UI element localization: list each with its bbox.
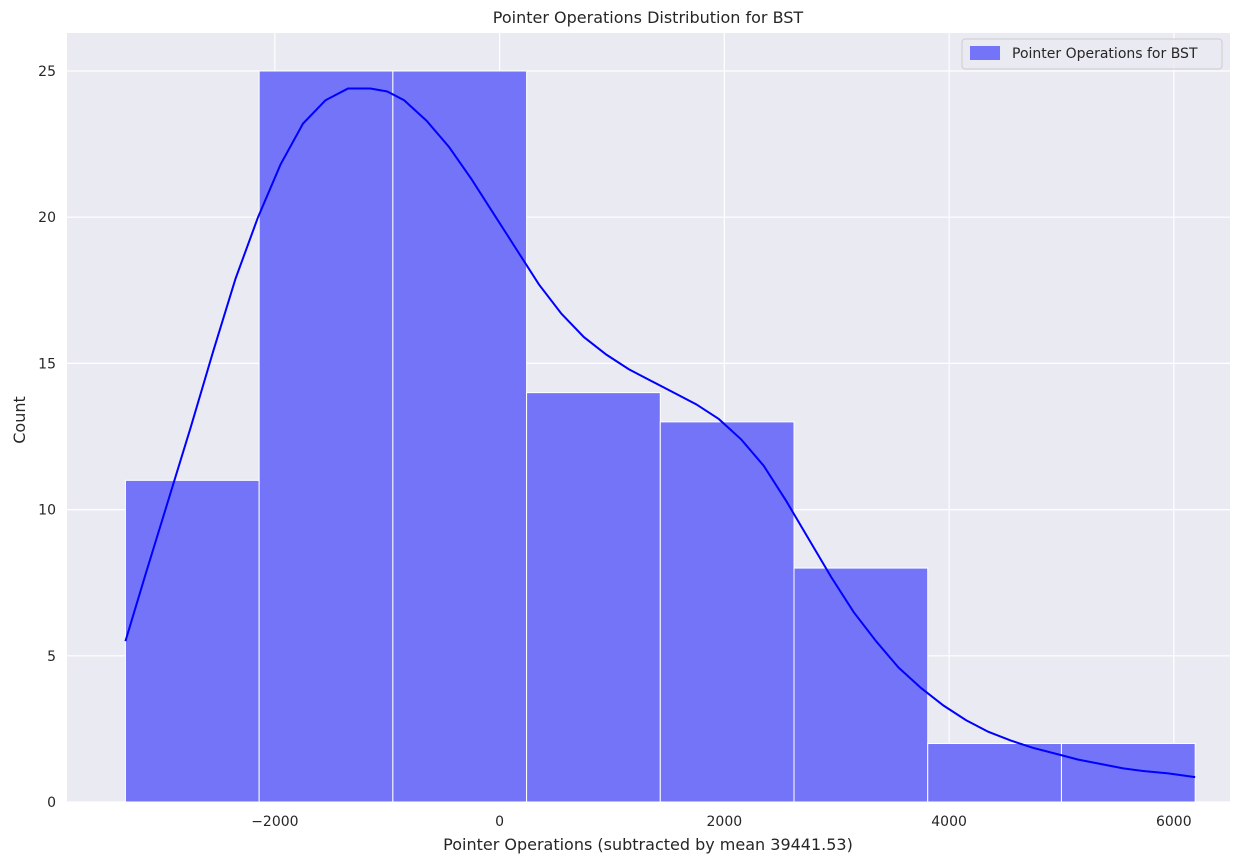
x-tick-label: 6000 [1156,814,1192,830]
y-tick-label: 0 [47,795,56,811]
histogram-bar [793,567,929,803]
histogram-bar [1060,743,1196,803]
x-tick-label: 4000 [931,814,967,830]
histogram-bar [124,479,260,803]
x-tick-labels: −2000 0 2000 4000 6000 [251,814,1191,830]
histogram-bar [392,70,528,803]
y-tick-label: 10 [38,503,56,519]
y-axis-label: Count [10,396,29,444]
legend-swatch [970,46,1000,60]
y-tick-label: 5 [47,649,56,665]
legend: Pointer Operations for BST [961,38,1223,70]
legend-box [961,38,1223,70]
x-tick-label: −2000 [251,814,298,830]
histogram-bar [659,421,795,803]
histogram-bar [526,392,661,803]
kde-line [124,87,1196,779]
x-tick-label: 2000 [707,814,743,830]
y-tick-labels: 0 5 10 15 20 25 [38,64,56,811]
legend-label: Pointer Operations for BST [1012,46,1198,62]
histogram-bar [927,743,1062,803]
histogram-bars [124,70,1196,803]
y-tick-label: 20 [38,210,56,226]
y-tick-label: 15 [38,356,56,372]
x-tick-label: 0 [495,814,504,830]
x-axis-label: Pointer Operations (subtracted by mean 3… [443,835,853,854]
chart-title: Pointer Operations Distribution for BST [493,8,804,27]
histogram-bar [258,70,394,803]
y-tick-label: 25 [38,64,56,80]
